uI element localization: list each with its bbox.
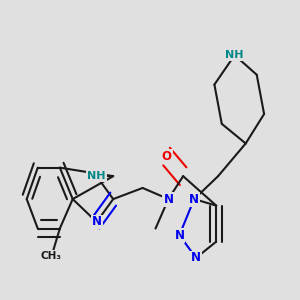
Text: N: N bbox=[164, 193, 173, 206]
Text: N: N bbox=[191, 251, 201, 265]
Text: CH₃: CH₃ bbox=[40, 251, 61, 261]
Text: NH: NH bbox=[87, 171, 106, 181]
Text: N: N bbox=[92, 215, 102, 229]
Text: N: N bbox=[174, 229, 184, 242]
Text: N: N bbox=[189, 193, 199, 206]
Text: NH: NH bbox=[225, 50, 244, 60]
Text: O: O bbox=[162, 150, 172, 163]
